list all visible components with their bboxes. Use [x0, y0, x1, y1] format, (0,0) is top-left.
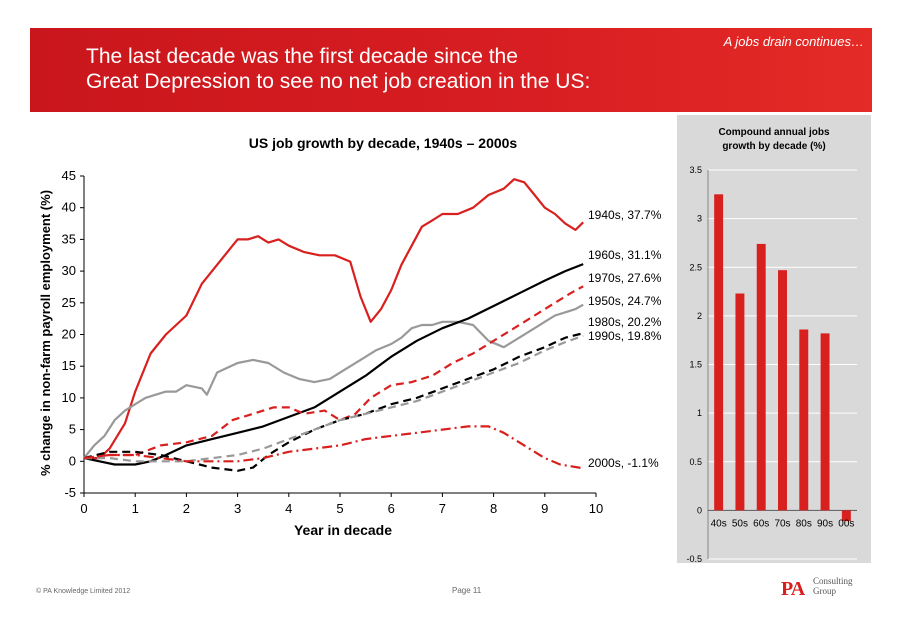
- series-label-2000s: 2000s, -1.1%: [588, 456, 659, 470]
- y-tick-label: 30: [62, 263, 76, 278]
- y-tick-label: 25: [62, 295, 76, 310]
- copyright: © PA Knowledge Limited 2012: [36, 588, 131, 595]
- logo-mark: PA: [781, 578, 805, 600]
- bar-y-tick-label: -0.5: [686, 554, 702, 564]
- bar-category-label: 40s: [711, 518, 727, 529]
- x-tick-label: 8: [490, 501, 497, 516]
- x-tick-label: 0: [80, 501, 87, 516]
- x-tick-label: 7: [439, 501, 446, 516]
- series-label-1970s: 1970s, 27.6%: [588, 271, 662, 285]
- line-chart-ylabel: % change in non-farm payroll employment …: [38, 190, 53, 476]
- bar-category-label: 70s: [774, 518, 790, 529]
- series-label-1980s: 1980s, 20.2%: [588, 315, 662, 329]
- bar-y-tick-label: 1.5: [689, 360, 702, 370]
- y-tick-label: 15: [62, 358, 76, 373]
- series-line-1980s: [83, 332, 584, 472]
- bar-y-tick-label: 2.5: [689, 262, 702, 272]
- y-tick-label: 45: [62, 168, 76, 183]
- x-tick-label: 2: [183, 501, 190, 516]
- bar-category-label: 60s: [753, 518, 769, 529]
- line-chart-xlabel: Year in decade: [294, 522, 392, 538]
- bar-chart: -0.5 0 0.5 1 1.5 2 2.5 3 3.5 40s 50s 60s 70s 80s 90s 00…: [686, 165, 857, 564]
- series-line-2000s: [83, 425, 584, 470]
- series-label-1950s: 1950s, 24.7%: [588, 294, 662, 308]
- bar-category-label: 90s: [817, 518, 833, 529]
- bar-80s: [799, 329, 809, 511]
- series-line-1970s: [83, 285, 584, 460]
- series-line-1960s: [83, 263, 584, 466]
- bar-90s: [820, 333, 830, 511]
- bar-y-tick-label: 0: [697, 505, 702, 515]
- bar-category-label: 50s: [732, 518, 748, 529]
- series-label-1940s: 1940s, 37.7%: [588, 208, 662, 222]
- bar-chart-panel: [677, 115, 871, 563]
- series-label-1960s: 1960s, 31.1%: [588, 248, 662, 262]
- bar-y-tick-label: 2: [697, 311, 702, 321]
- line-chart-title: US job growth by decade, 1940s – 2000s: [249, 135, 518, 151]
- bar-category-label: 00s: [838, 518, 854, 529]
- series-label-1990s: 1990s, 19.8%: [588, 329, 662, 343]
- x-tick-label: 1: [132, 501, 139, 516]
- y-tick-label: 20: [62, 327, 76, 342]
- bar-y-tick-label: 3.5: [689, 165, 702, 175]
- x-tick-label: 4: [285, 501, 292, 516]
- page-number: Page 11: [452, 586, 482, 595]
- bar-50s: [735, 293, 745, 511]
- bar-60s: [756, 243, 766, 511]
- bar-chart-title-line2: growth by decade (%): [722, 141, 825, 152]
- y-tick-label: 5: [69, 422, 76, 437]
- series-line-1940s: [84, 178, 584, 460]
- y-tick-label: 10: [62, 390, 76, 405]
- header-banner: A jobs drain continues… The last decade …: [30, 28, 872, 112]
- series-line-1950s: [83, 303, 584, 459]
- tagline: A jobs drain continues…: [723, 34, 864, 49]
- bar-70s: [778, 270, 787, 511]
- x-tick-label: 3: [234, 501, 241, 516]
- x-tick-label: 6: [388, 501, 395, 516]
- x-tick-label: 9: [541, 501, 548, 516]
- x-tick-label: 10: [589, 501, 603, 516]
- series-line-1990s: [84, 334, 584, 463]
- y-tick-label: 0: [69, 453, 76, 468]
- logo-text: Consulting Group: [813, 576, 853, 596]
- y-tick-label: 35: [62, 231, 76, 246]
- bar-00s: [841, 510, 851, 522]
- y-tick-label: 40: [62, 200, 76, 215]
- x-tick-label: 5: [336, 501, 343, 516]
- bar-category-label: 80s: [796, 518, 812, 529]
- bar-y-tick-label: 3: [697, 214, 702, 224]
- y-tick-label: -5: [64, 485, 76, 500]
- bar-y-tick-label: 0.5: [689, 457, 702, 467]
- bar-y-tick-label: 1: [697, 408, 702, 418]
- bar-40s: [714, 194, 724, 511]
- bar-chart-title-line1: Compound annual jobs: [718, 127, 830, 138]
- headline: The last decade was the first decade sin…: [86, 45, 591, 93]
